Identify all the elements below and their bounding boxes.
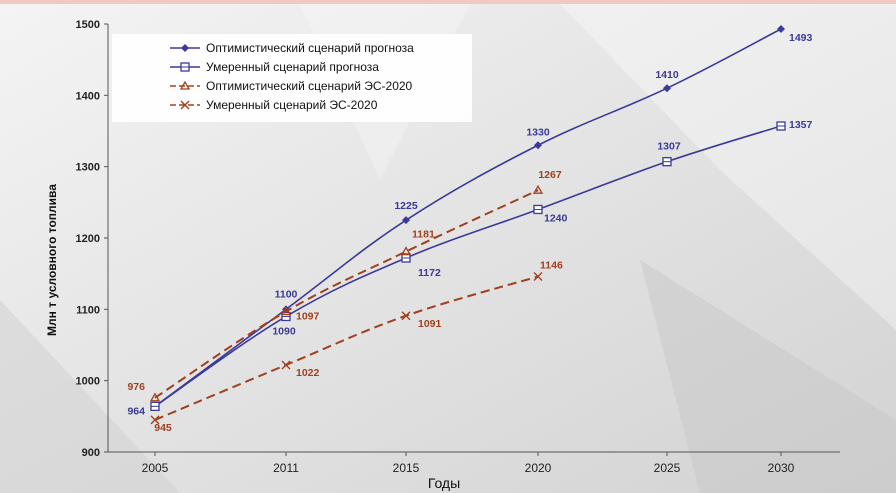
legend-label: Оптимистический сценарий ЭС-2020 xyxy=(206,79,413,93)
series-layer xyxy=(149,24,786,425)
data-label: 1240 xyxy=(544,212,568,224)
x-tick-label: 2020 xyxy=(525,461,552,475)
x-tick-label: 2005 xyxy=(142,461,169,475)
data-label: 976 xyxy=(127,381,145,393)
series-point xyxy=(401,311,411,321)
x-tick-label: 2025 xyxy=(654,461,681,475)
y-tick-label: 1200 xyxy=(76,233,100,245)
series-4 xyxy=(150,272,543,425)
data-label: 1146 xyxy=(540,260,563,272)
legend-label: Оптимистический сценарий прогноза xyxy=(206,41,414,55)
y-tick-label: 1500 xyxy=(76,19,100,31)
data-label: 1410 xyxy=(655,69,679,81)
series-point xyxy=(534,141,542,150)
data-label: 1307 xyxy=(657,141,681,153)
data-label: 1100 xyxy=(275,288,298,300)
data-label: 1493 xyxy=(789,32,813,44)
data-label: 1267 xyxy=(538,169,562,181)
data-label: 945 xyxy=(154,422,172,434)
x-tick-label: 2015 xyxy=(393,461,420,475)
y-tick-label: 1300 xyxy=(76,162,100,174)
x-tick-label: 2030 xyxy=(768,461,795,475)
series-point xyxy=(402,216,410,225)
top-border xyxy=(0,0,896,4)
series-point xyxy=(181,44,189,52)
series-point xyxy=(663,84,671,93)
data-label: 1181 xyxy=(412,229,435,241)
data-labels: 964 1100 1225 1330 1410 1493 1090 1172 1240 1307 1… xyxy=(127,32,812,434)
series-point xyxy=(149,392,161,402)
data-label: 1172 xyxy=(418,267,441,279)
data-label: 1091 xyxy=(418,318,442,330)
legend: Оптимистический сценарий прогноза Умеренн… xyxy=(112,34,472,122)
series-3 xyxy=(149,184,544,402)
data-label: 1090 xyxy=(272,325,296,337)
x-axis-title: Годы xyxy=(428,475,460,491)
series-point xyxy=(400,246,412,256)
legend-label: Умеренный сценарий прогноза xyxy=(206,60,379,74)
series-point xyxy=(180,100,190,110)
series-2 xyxy=(150,121,786,411)
bg-shape xyxy=(560,4,896,330)
data-label: 1097 xyxy=(296,310,320,322)
series-line xyxy=(154,275,539,421)
bg-shape xyxy=(0,300,180,493)
legend-label: Умеренный сценарий ЭС-2020 xyxy=(206,98,378,112)
series-point xyxy=(532,184,544,194)
data-label: 1225 xyxy=(394,200,418,212)
series-point xyxy=(150,415,160,425)
series-point xyxy=(777,24,785,33)
data-label: 1357 xyxy=(789,119,813,131)
series-point xyxy=(533,272,543,282)
y-tick-label: 900 xyxy=(82,447,100,459)
y-tick-label: 1000 xyxy=(76,376,100,388)
axes: 900 1000 1100 1200 1300 1400 1500 2005 2011 2015 2… xyxy=(76,19,840,475)
series-line xyxy=(154,189,539,399)
series-point xyxy=(179,80,191,90)
series-point xyxy=(281,360,291,370)
data-label: 1022 xyxy=(296,367,320,379)
data-label: 1330 xyxy=(526,126,550,138)
y-tick-label: 1400 xyxy=(76,90,100,102)
data-label: 964 xyxy=(127,405,145,417)
bg-shape xyxy=(640,260,896,493)
y-axis-title: Млн т условного топлива xyxy=(45,184,59,336)
y-tick-label: 1100 xyxy=(76,304,100,316)
x-tick-label: 2011 xyxy=(273,461,299,475)
series-point xyxy=(280,306,292,316)
